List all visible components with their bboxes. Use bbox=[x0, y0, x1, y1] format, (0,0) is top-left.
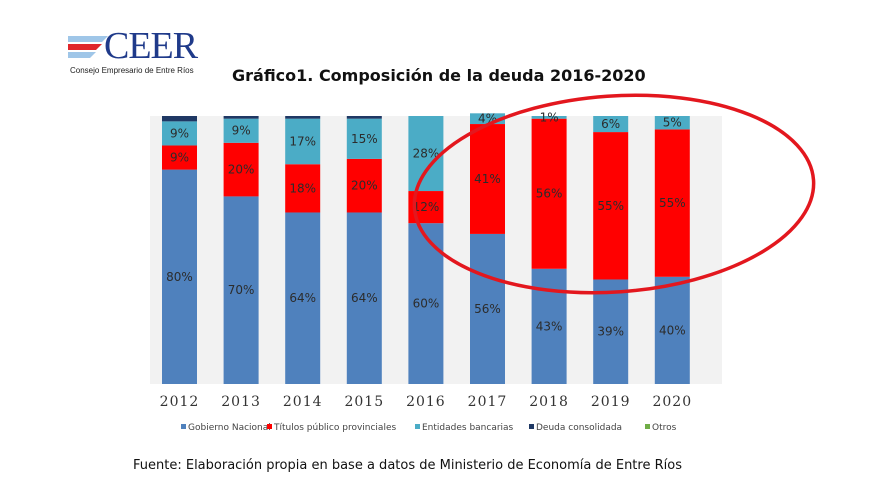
data-label: 60% bbox=[413, 297, 440, 311]
x-tick-label: 2012 bbox=[160, 394, 200, 410]
data-label: 5% bbox=[663, 116, 682, 130]
bar-segment bbox=[223, 196, 259, 384]
data-label: 15% bbox=[351, 132, 378, 146]
source-note: Fuente: Elaboración propia en base a dat… bbox=[133, 458, 682, 473]
bar-segment bbox=[408, 116, 444, 192]
data-label: 18% bbox=[289, 181, 316, 195]
bar-segment bbox=[470, 233, 505, 384]
ceer-logo: CEER Consejo Empresario de Entre Ríos bbox=[68, 26, 198, 78]
bar-segment bbox=[223, 116, 259, 119]
data-label: 41% bbox=[474, 172, 501, 186]
data-label: 28% bbox=[413, 147, 440, 161]
data-label: 9% bbox=[232, 124, 251, 138]
data-label: 55% bbox=[597, 199, 624, 213]
data-label: 56% bbox=[474, 302, 501, 316]
data-label: 9% bbox=[170, 126, 189, 140]
x-tick-label: 2020 bbox=[652, 394, 692, 410]
data-label: 70% bbox=[228, 283, 255, 297]
legend-swatch bbox=[181, 424, 186, 429]
data-label: 1% bbox=[540, 110, 559, 124]
bar-segment bbox=[285, 116, 321, 119]
legend-label: Gobierno Nacional bbox=[188, 423, 271, 433]
legend-label: Deuda consolidada bbox=[536, 423, 622, 433]
x-tick-label: 2014 bbox=[283, 394, 323, 410]
logo-tagline: Consejo Empresario de Entre Ríos bbox=[70, 66, 194, 75]
bar-segment bbox=[593, 116, 629, 133]
data-label: 17% bbox=[289, 134, 316, 148]
bar-segment bbox=[223, 118, 259, 143]
logo-wordmark: CEER bbox=[104, 25, 198, 67]
x-axis-ticks: 2012 2013 2014 2015 2016 2017 2018 2019 2020 bbox=[160, 394, 692, 410]
bar-segment bbox=[654, 276, 690, 384]
legend-swatch bbox=[415, 424, 420, 429]
highlight-ellipse bbox=[412, 93, 816, 295]
bar-segment bbox=[346, 118, 382, 159]
data-label: 6% bbox=[601, 117, 620, 131]
data-label: 12% bbox=[413, 200, 440, 214]
data-label: 64% bbox=[351, 291, 378, 305]
bar-segment bbox=[162, 121, 197, 146]
legend-swatch bbox=[529, 424, 534, 429]
x-tick-label: 2017 bbox=[468, 394, 508, 410]
data-label: 20% bbox=[228, 163, 255, 177]
data-label: 43% bbox=[536, 319, 563, 333]
bar-segment bbox=[593, 279, 629, 384]
data-label: 80% bbox=[166, 270, 193, 284]
legend-label: Entidades bancarias bbox=[422, 423, 514, 433]
bar-segment bbox=[285, 118, 321, 165]
data-label: 39% bbox=[597, 325, 624, 339]
legend-label: Títulos público provinciales bbox=[273, 423, 396, 433]
bar-segment bbox=[593, 132, 629, 280]
bar-segment bbox=[531, 118, 567, 269]
legend-label: Otros bbox=[652, 423, 677, 433]
bar-segment bbox=[285, 164, 321, 213]
x-tick-label: 2016 bbox=[406, 394, 446, 410]
data-label: 9% bbox=[170, 151, 189, 165]
bar-segment bbox=[346, 212, 382, 384]
bar-segment bbox=[654, 116, 690, 130]
data-label: 56% bbox=[536, 187, 563, 201]
bar-segment bbox=[470, 124, 505, 234]
legend-swatch bbox=[267, 424, 272, 429]
bar-segment bbox=[162, 116, 197, 122]
bar-segment bbox=[470, 113, 505, 125]
data-label: 40% bbox=[659, 323, 686, 337]
bar-segment bbox=[285, 212, 321, 384]
chart-title: Gráfico1. Composición de la deuda 2016-2… bbox=[232, 66, 646, 85]
x-tick-label: 2015 bbox=[344, 394, 384, 410]
flag-stripes-icon bbox=[68, 36, 108, 58]
bar-segment bbox=[223, 142, 259, 197]
legend-swatch bbox=[645, 424, 650, 429]
data-label: 64% bbox=[289, 291, 316, 305]
bar-segment bbox=[162, 169, 197, 384]
bar-segment bbox=[654, 129, 690, 277]
x-tick-label: 2018 bbox=[529, 394, 569, 410]
bar-segment bbox=[346, 158, 382, 213]
data-label: 20% bbox=[351, 179, 378, 193]
x-tick-label: 2013 bbox=[221, 394, 261, 410]
data-label: 55% bbox=[659, 196, 686, 210]
x-tick-label: 2019 bbox=[591, 394, 631, 410]
bar-segment bbox=[531, 116, 567, 119]
legend: Gobierno Nacional Títulos público provinc… bbox=[181, 423, 677, 433]
bar-segment bbox=[162, 145, 197, 170]
bar-segment bbox=[346, 116, 382, 119]
